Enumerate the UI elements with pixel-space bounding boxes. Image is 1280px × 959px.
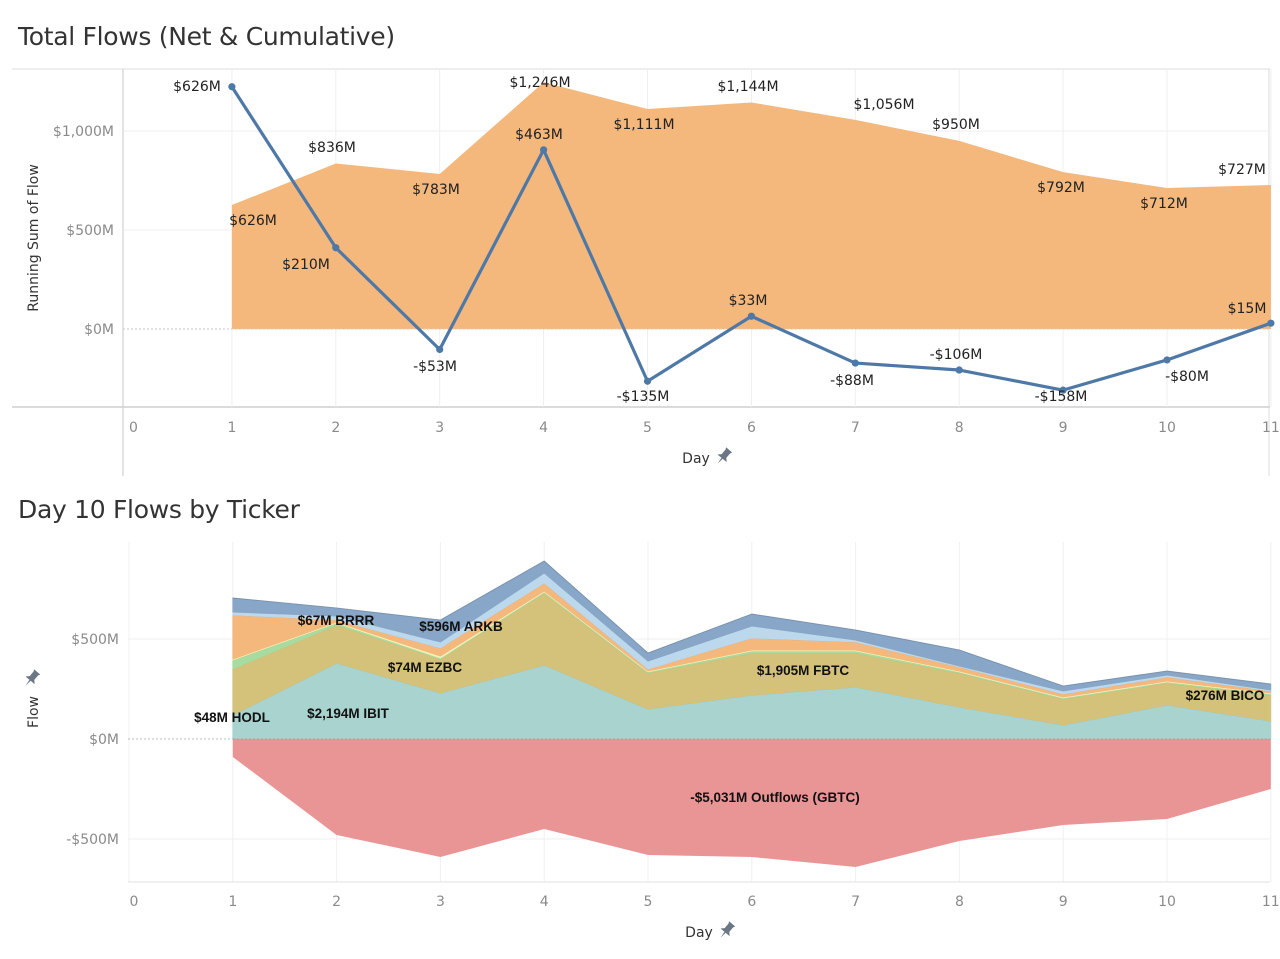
- cumulative-data-label: $783M: [412, 182, 460, 198]
- area-layer-gbtc: [232, 739, 1271, 867]
- net-flow-data-label: $210M: [282, 257, 330, 273]
- x-tick-label: 10: [1158, 420, 1176, 436]
- net-flow-data-label: -$80M: [1165, 369, 1209, 385]
- x-tick-label: 7: [851, 894, 860, 910]
- y-axis-title: Running Sum of Flow: [26, 164, 42, 312]
- net-flow-point: [1059, 386, 1067, 394]
- x-tick-label: 7: [851, 420, 860, 436]
- cumulative-data-label: $950M: [932, 117, 980, 133]
- x-tick-label: 5: [644, 894, 653, 910]
- net-flow-point: [955, 366, 963, 374]
- net-flow-data-label: -$53M: [413, 359, 457, 375]
- x-tick-label: 11: [1262, 420, 1280, 436]
- net-flow-data-label: -$88M: [830, 373, 874, 389]
- net-flow-point: [332, 244, 340, 252]
- total-flows-chart: $1,000M $500M $0M 0 1 2 3 4 5 6 7 8 9 10 11 Running Sum…: [12, 68, 1280, 476]
- x-tick-label: 0: [129, 420, 138, 436]
- cumulative-data-label: $727M: [1218, 162, 1266, 178]
- x-tick-label: 11: [1262, 894, 1280, 910]
- series-label-fbtc: $1,905M FBTC: [757, 663, 850, 678]
- area-edge-arkb: [232, 560, 1271, 687]
- x-tick-label: 5: [643, 420, 652, 436]
- x-axis-title: Day: [685, 925, 713, 941]
- series-label-arkb: $596M ARKB: [419, 619, 503, 634]
- x-tick-label: 8: [955, 894, 964, 910]
- x-tick-label: 6: [747, 894, 756, 910]
- x-tick-label: 3: [435, 420, 444, 436]
- series-label-hodl: $48M HODL: [194, 710, 270, 725]
- x-tick-label: 0: [130, 894, 139, 910]
- cumulative-data-label: $792M: [1037, 180, 1085, 196]
- cumulative-flow-area: [231, 82, 1271, 330]
- x-tick-label: 2: [331, 420, 340, 436]
- y-tick-label: $0M: [89, 732, 119, 748]
- net-flow-point: [436, 345, 444, 354]
- y-tick-label: -$500M: [66, 832, 119, 848]
- y-axis-title: Flow: [26, 696, 42, 728]
- pin-icon: [25, 669, 41, 686]
- x-tick-label: 2: [332, 894, 341, 910]
- net-flow-data-label: $463M: [515, 127, 563, 143]
- x-tick-label: 4: [540, 894, 549, 910]
- cumulative-data-label: $1,144M: [717, 79, 778, 95]
- cumulative-data-label: $836M: [308, 140, 356, 156]
- net-flow-point: [1163, 356, 1171, 364]
- net-flow-point: [851, 359, 859, 367]
- net-flow-point: [643, 377, 652, 385]
- net-flow-data-label: -$106M: [930, 347, 983, 363]
- net-flow-data-label: $15M: [1228, 301, 1267, 317]
- cumulative-data-label: $1,111M: [613, 117, 674, 133]
- net-flow-point: [747, 312, 756, 320]
- net-flow-data-label: -$135M: [617, 389, 670, 405]
- chart-title-total-flows: Total Flows (Net & Cumulative): [18, 22, 395, 51]
- net-flow-point: [1267, 319, 1275, 327]
- x-tick-label: 1: [227, 420, 236, 436]
- y-tick-label: $500M: [66, 223, 114, 239]
- x-tick-label: 9: [1059, 420, 1068, 436]
- x-axis-title: Day: [682, 451, 710, 467]
- cumulative-data-label: $626M: [229, 213, 277, 229]
- series-label-brrr: $67M BRRR: [298, 613, 375, 628]
- pin-icon: [720, 921, 736, 938]
- x-tick-label: 3: [436, 894, 445, 910]
- y-tick-label: $1,000M: [53, 124, 114, 140]
- series-label-bico: $276M BICO: [1186, 688, 1265, 703]
- x-tick-label: 1: [228, 894, 237, 910]
- series-label-ezbc: $74M EZBC: [388, 660, 463, 675]
- pin-icon: [717, 447, 733, 464]
- chart-title-ticker-flows: Day 10 Flows by Ticker: [18, 495, 300, 524]
- x-tick-label: 4: [539, 420, 548, 436]
- x-tick-label: 10: [1158, 894, 1176, 910]
- net-flow-data-label: $33M: [729, 293, 768, 309]
- net-flow-data-label: -$158M: [1035, 389, 1088, 405]
- x-tick-label: 6: [747, 420, 756, 436]
- net-flow-data-label: $626M: [173, 79, 221, 95]
- series-label-gbtc: -$5,031M Outflows (GBTC): [690, 790, 860, 805]
- net-flow-point: [228, 83, 236, 91]
- y-tick-label: $500M: [71, 632, 119, 648]
- x-tick-label: 9: [1059, 894, 1068, 910]
- cumulative-data-label: $1,246M: [509, 75, 570, 91]
- area-layer-arkb: [232, 560, 1272, 692]
- x-tick-label: 8: [955, 420, 964, 436]
- net-flow-point: [540, 146, 548, 154]
- cumulative-data-label: $1,056M: [853, 97, 914, 113]
- series-label-ibit: $2,194M IBIT: [307, 706, 390, 721]
- cumulative-data-label: $712M: [1140, 196, 1188, 212]
- y-tick-label: $0M: [84, 322, 114, 338]
